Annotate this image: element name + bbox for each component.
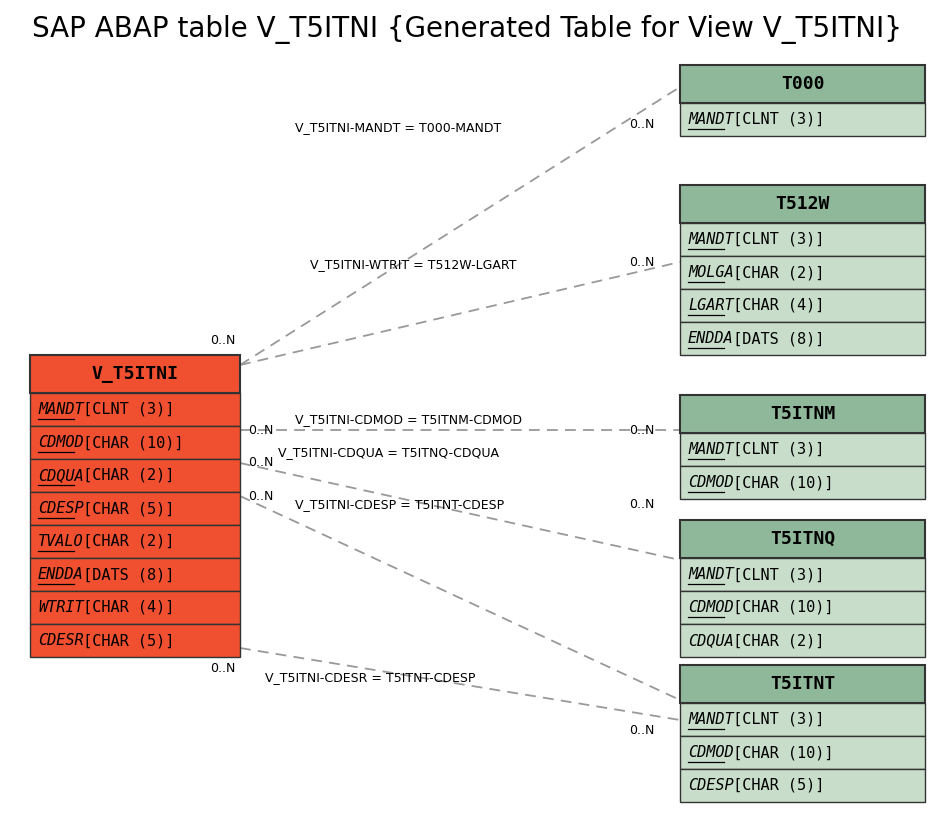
Text: 0..N: 0..N xyxy=(628,723,654,736)
Text: TVALO: TVALO xyxy=(38,534,83,549)
Bar xyxy=(680,624,925,657)
Text: V_T5ITNI-CDESR = T5ITNT-CDESP: V_T5ITNI-CDESR = T5ITNT-CDESP xyxy=(265,672,475,685)
Bar xyxy=(30,393,240,426)
Bar xyxy=(30,355,240,393)
Text: T000: T000 xyxy=(781,75,825,93)
Text: 0..N: 0..N xyxy=(210,662,236,675)
Text: CDQUA: CDQUA xyxy=(688,633,734,648)
Text: ENDDA: ENDDA xyxy=(688,331,734,346)
Text: CDMOD: CDMOD xyxy=(688,475,734,490)
Bar xyxy=(680,256,925,289)
Text: SAP ABAP table V_T5ITNI {Generated Table for View V_T5ITNI}: SAP ABAP table V_T5ITNI {Generated Table… xyxy=(33,16,902,44)
Text: 0..N: 0..N xyxy=(248,424,273,437)
Text: T5ITNQ: T5ITNQ xyxy=(770,530,835,548)
Text: 0..N: 0..N xyxy=(248,489,273,502)
Text: WTRIT: WTRIT xyxy=(38,600,83,615)
Text: 0..N: 0..N xyxy=(628,255,654,268)
Text: [CHAR (4)]: [CHAR (4)] xyxy=(724,298,825,313)
Text: [CLNT (3)]: [CLNT (3)] xyxy=(724,567,825,582)
Text: [CHAR (10)]: [CHAR (10)] xyxy=(724,475,833,490)
Text: T512W: T512W xyxy=(775,195,829,213)
Text: MANDT: MANDT xyxy=(688,232,734,247)
Text: V_T5ITNI-WTRIT = T512W-LGART: V_T5ITNI-WTRIT = T512W-LGART xyxy=(310,259,516,272)
Text: 0..N: 0..N xyxy=(248,456,273,470)
Text: T5ITNM: T5ITNM xyxy=(770,405,835,423)
Text: CDESP: CDESP xyxy=(688,778,734,793)
Text: CDMOD: CDMOD xyxy=(688,600,734,615)
Text: MANDT: MANDT xyxy=(688,712,734,727)
Text: V_T5ITNI-MANDT = T000-MANDT: V_T5ITNI-MANDT = T000-MANDT xyxy=(295,122,501,135)
Bar xyxy=(680,558,925,591)
Bar xyxy=(680,433,925,466)
Text: V_T5ITNI-CDESP = T5ITNT-CDESP: V_T5ITNI-CDESP = T5ITNT-CDESP xyxy=(295,498,504,511)
Text: MANDT: MANDT xyxy=(688,567,734,582)
Text: [CHAR (5)]: [CHAR (5)] xyxy=(724,778,825,793)
Bar xyxy=(680,223,925,256)
Bar xyxy=(30,525,240,558)
Text: 0..N: 0..N xyxy=(628,424,654,437)
Bar xyxy=(680,520,925,558)
Text: LGART: LGART xyxy=(688,298,734,313)
Bar xyxy=(680,665,925,703)
Text: [CLNT (3)]: [CLNT (3)] xyxy=(74,402,174,417)
Bar xyxy=(680,65,925,103)
Bar xyxy=(30,591,240,624)
Text: [CLNT (3)]: [CLNT (3)] xyxy=(724,232,825,247)
Text: MANDT: MANDT xyxy=(688,442,734,457)
Text: [CHAR (5)]: [CHAR (5)] xyxy=(74,501,174,516)
Text: V_T5ITNI: V_T5ITNI xyxy=(92,365,179,383)
Text: V_T5ITNI-CDQUA = T5ITNQ-CDQUA: V_T5ITNI-CDQUA = T5ITNQ-CDQUA xyxy=(278,447,499,460)
Bar xyxy=(30,426,240,459)
Text: [CHAR (2)]: [CHAR (2)] xyxy=(724,265,825,280)
Bar xyxy=(680,289,925,322)
Text: [CHAR (4)]: [CHAR (4)] xyxy=(74,600,174,615)
Text: 0..N: 0..N xyxy=(210,333,236,346)
Text: MOLGA: MOLGA xyxy=(688,265,734,280)
Bar xyxy=(680,466,925,499)
Bar xyxy=(680,591,925,624)
Text: [CLNT (3)]: [CLNT (3)] xyxy=(724,712,825,727)
Bar xyxy=(680,103,925,136)
Text: [CHAR (2)]: [CHAR (2)] xyxy=(74,534,174,549)
Bar xyxy=(680,185,925,223)
Text: 0..N: 0..N xyxy=(628,498,654,511)
Text: [CHAR (2)]: [CHAR (2)] xyxy=(74,468,174,483)
Text: V_T5ITNI-CDMOD = T5ITNM-CDMOD: V_T5ITNI-CDMOD = T5ITNM-CDMOD xyxy=(295,414,522,426)
Bar xyxy=(30,459,240,492)
Text: [CLNT (3)]: [CLNT (3)] xyxy=(724,112,825,127)
Text: MANDT: MANDT xyxy=(688,112,734,127)
Text: [CHAR (2)]: [CHAR (2)] xyxy=(724,633,825,648)
Text: [DATS (8)]: [DATS (8)] xyxy=(74,567,174,582)
Text: CDESP: CDESP xyxy=(38,501,83,516)
Text: [CHAR (10)]: [CHAR (10)] xyxy=(724,600,833,615)
Text: [CHAR (10)]: [CHAR (10)] xyxy=(74,435,183,450)
Text: 0..N: 0..N xyxy=(628,118,654,131)
Text: T5ITNT: T5ITNT xyxy=(770,675,835,693)
Text: [DATS (8)]: [DATS (8)] xyxy=(724,331,825,346)
Text: CDESR: CDESR xyxy=(38,633,83,648)
Text: [CHAR (10)]: [CHAR (10)] xyxy=(724,745,833,760)
Bar xyxy=(30,558,240,591)
Text: CDMOD: CDMOD xyxy=(688,745,734,760)
Bar xyxy=(680,395,925,433)
Text: [CLNT (3)]: [CLNT (3)] xyxy=(724,442,825,457)
Text: ENDDA: ENDDA xyxy=(38,567,83,582)
Bar xyxy=(680,736,925,769)
Text: [CHAR (5)]: [CHAR (5)] xyxy=(74,633,174,648)
Bar xyxy=(680,769,925,802)
Text: CDMOD: CDMOD xyxy=(38,435,83,450)
Bar xyxy=(30,624,240,657)
Bar xyxy=(680,322,925,355)
Bar xyxy=(30,492,240,525)
Text: CDQUA: CDQUA xyxy=(38,468,83,483)
Bar xyxy=(680,703,925,736)
Text: MANDT: MANDT xyxy=(38,402,83,417)
